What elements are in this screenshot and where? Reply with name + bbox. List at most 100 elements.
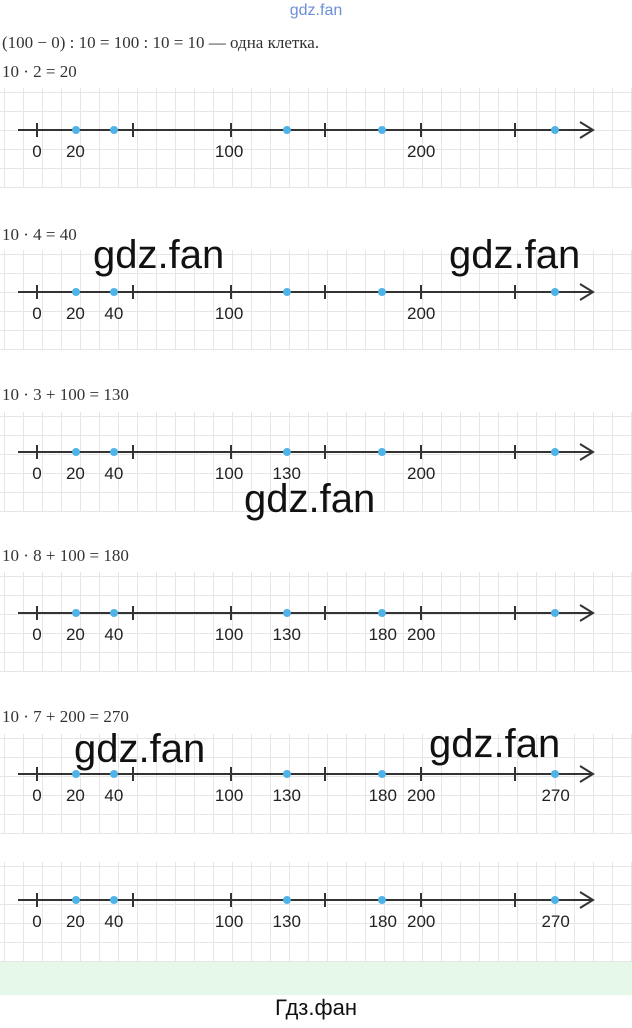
tick-label: 100 <box>215 786 243 805</box>
point <box>283 288 291 296</box>
number-line: 0 20 40 100 200 <box>18 283 595 323</box>
tick-label: 40 <box>104 786 123 805</box>
point <box>283 448 291 456</box>
tick-label: 100 <box>215 142 243 161</box>
tick-label: 100 <box>215 304 243 323</box>
point <box>72 770 80 778</box>
number-line-panel: 0 20 40 100 130 180 200 270 <box>0 734 632 834</box>
point <box>110 126 118 134</box>
point <box>110 770 118 778</box>
point <box>72 288 80 296</box>
tick-label: 20 <box>66 786 85 805</box>
tick-label: 200 <box>407 912 435 931</box>
point <box>72 126 80 134</box>
tick-label: 40 <box>104 464 123 483</box>
point <box>551 609 559 617</box>
number-line-panel: 0 20 40 100 130 180 200 <box>0 572 632 672</box>
watermark: gdz.fan <box>449 233 581 277</box>
tick-label: 200 <box>407 786 435 805</box>
number-line: 0 20 40 100 130 180 200 270 <box>18 891 595 931</box>
tick-label: 20 <box>66 464 85 483</box>
arrow <box>579 121 595 139</box>
tick-label: 130 <box>273 912 301 931</box>
point <box>283 770 291 778</box>
equation: 10 · 4 = 40 <box>2 225 77 244</box>
point <box>551 896 559 904</box>
tick-label: 270 <box>541 912 569 931</box>
number-line-panel: 0 20 40 100 130 180 200 270 <box>0 862 632 962</box>
intro: (100 − 0) : 10 = 100 : 10 = 10 — одна кл… <box>2 33 320 52</box>
point <box>110 448 118 456</box>
point <box>283 126 291 134</box>
tick-label: 130 <box>273 786 301 805</box>
header-watermark: gdz.fan <box>289 2 343 19</box>
point <box>378 126 386 134</box>
equation: 10 · 8 + 100 = 180 <box>2 546 129 565</box>
point <box>551 288 559 296</box>
tick-label: 0 <box>32 912 41 931</box>
watermark: gdz.fan <box>429 722 561 766</box>
watermark: gdz.fan <box>74 727 206 771</box>
tick-label: 40 <box>104 625 123 644</box>
equation: 10 · 2 = 20 <box>2 62 77 81</box>
watermark: gdz.fan <box>244 477 376 521</box>
tick-label: 180 <box>369 912 397 931</box>
point <box>110 609 118 617</box>
footer-band <box>0 962 632 995</box>
tick-label: 200 <box>407 142 435 161</box>
point <box>72 609 80 617</box>
tick-label: 200 <box>407 625 435 644</box>
point <box>378 896 386 904</box>
tick-label: 20 <box>66 625 85 644</box>
number-line: 0 20 40 100 130 180 200 270 <box>18 765 595 805</box>
tick-label: 0 <box>32 464 41 483</box>
arrow <box>579 283 595 301</box>
equation: 10 · 3 + 100 = 130 <box>2 385 129 404</box>
tick-label: 40 <box>104 912 123 931</box>
tick-label: 100 <box>215 625 243 644</box>
arrow <box>579 765 595 783</box>
tick-label: 180 <box>369 625 397 644</box>
tick-label: 20 <box>66 304 85 323</box>
footer: Гдз.фан <box>275 995 357 1020</box>
tick-label: 0 <box>32 304 41 323</box>
point <box>378 288 386 296</box>
tick-label: 0 <box>32 625 41 644</box>
number-line-panel: 0 20 100 200 <box>0 88 632 188</box>
number-line-panel: 0 20 40 100 200 <box>0 250 632 350</box>
tick-label: 130 <box>273 464 301 483</box>
tick-label: 20 <box>66 142 85 161</box>
number-line-panel: 0 20 40 100 130 200 <box>0 412 632 512</box>
arrow <box>579 443 595 461</box>
tick-label: 0 <box>32 786 41 805</box>
point <box>72 896 80 904</box>
number-line: 0 20 100 200 <box>18 121 595 161</box>
number-line: 0 20 40 100 130 180 200 <box>18 604 595 644</box>
number-line: 0 20 40 100 130 200 <box>18 443 595 483</box>
equation: 10 · 7 + 200 = 270 <box>2 707 129 726</box>
point <box>72 448 80 456</box>
arrow <box>579 891 595 909</box>
tick-label: 200 <box>407 464 435 483</box>
tick-label: 20 <box>66 912 85 931</box>
point <box>551 448 559 456</box>
point <box>110 896 118 904</box>
point <box>110 288 118 296</box>
point <box>378 448 386 456</box>
tick-label: 130 <box>273 625 301 644</box>
tick-label: 100 <box>215 912 243 931</box>
point <box>378 609 386 617</box>
tick-label: 0 <box>32 142 41 161</box>
tick-label: 40 <box>104 304 123 323</box>
tick-label: 200 <box>407 304 435 323</box>
point <box>283 896 291 904</box>
watermark: gdz.fan <box>93 233 225 277</box>
point <box>551 126 559 134</box>
arrow <box>579 604 595 622</box>
point <box>283 609 291 617</box>
tick-label: 180 <box>369 786 397 805</box>
point <box>551 770 559 778</box>
tick-label: 270 <box>541 786 569 805</box>
tick-label: 100 <box>215 464 243 483</box>
